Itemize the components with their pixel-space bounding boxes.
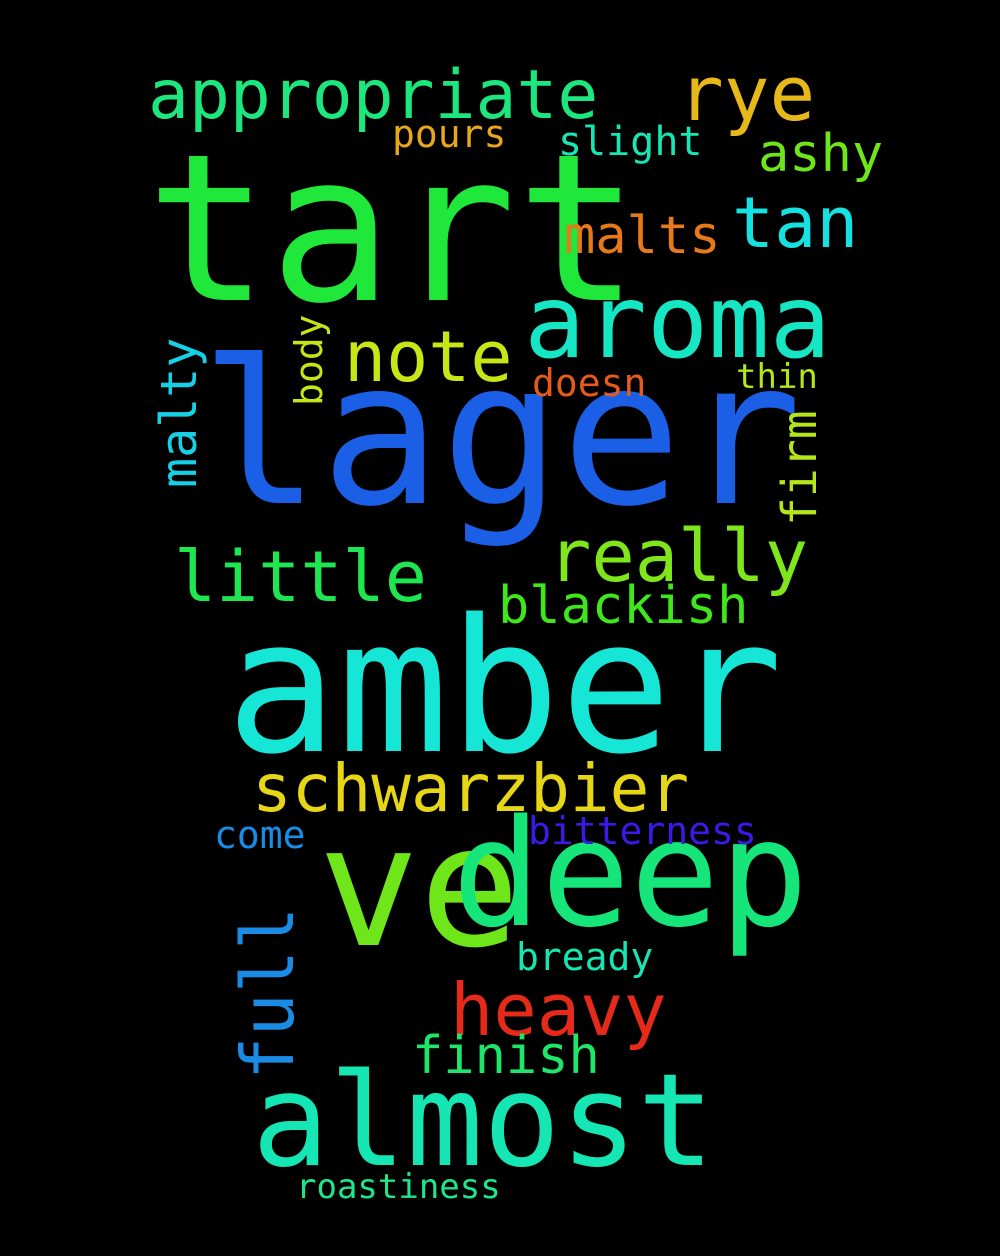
word-doesn: doesn bbox=[532, 361, 647, 405]
word-malty: malty bbox=[150, 337, 208, 488]
word-little: little bbox=[174, 536, 427, 618]
word-firm: firm bbox=[772, 410, 828, 526]
word-full: full bbox=[226, 906, 310, 1080]
word-deep: deep bbox=[452, 788, 809, 960]
word-thin: thin bbox=[736, 357, 818, 397]
word-appropriate: appropriate bbox=[148, 56, 599, 135]
word-malts: malts bbox=[564, 206, 721, 266]
word-schwarzbier: schwarzbier bbox=[252, 750, 690, 827]
word-bitterness: bitterness bbox=[528, 809, 757, 853]
word-bready: bready bbox=[516, 935, 654, 979]
word-ashy: ashy bbox=[758, 124, 884, 184]
word-tan: tan bbox=[732, 182, 859, 264]
word-body: body bbox=[287, 314, 331, 406]
word-aroma: aroma bbox=[524, 263, 832, 382]
word-finish: finish bbox=[412, 1026, 600, 1086]
word-rye: rye bbox=[678, 49, 816, 138]
word-tart: tart bbox=[146, 111, 640, 349]
word-amber: amber bbox=[226, 579, 783, 795]
word-pours: pours bbox=[392, 112, 507, 156]
word-slight: slight bbox=[558, 119, 703, 165]
word-come: come bbox=[214, 813, 306, 857]
word-note: note bbox=[344, 316, 513, 398]
word-blackish: blackish bbox=[498, 576, 749, 636]
word-roastiness: roastiness bbox=[296, 1167, 501, 1207]
word-lager: lager bbox=[200, 318, 803, 551]
word-almost: almost bbox=[252, 1047, 715, 1196]
word-ve: ve bbox=[318, 789, 521, 985]
word-heavy: heavy bbox=[450, 968, 667, 1052]
word-really: really bbox=[548, 514, 809, 598]
